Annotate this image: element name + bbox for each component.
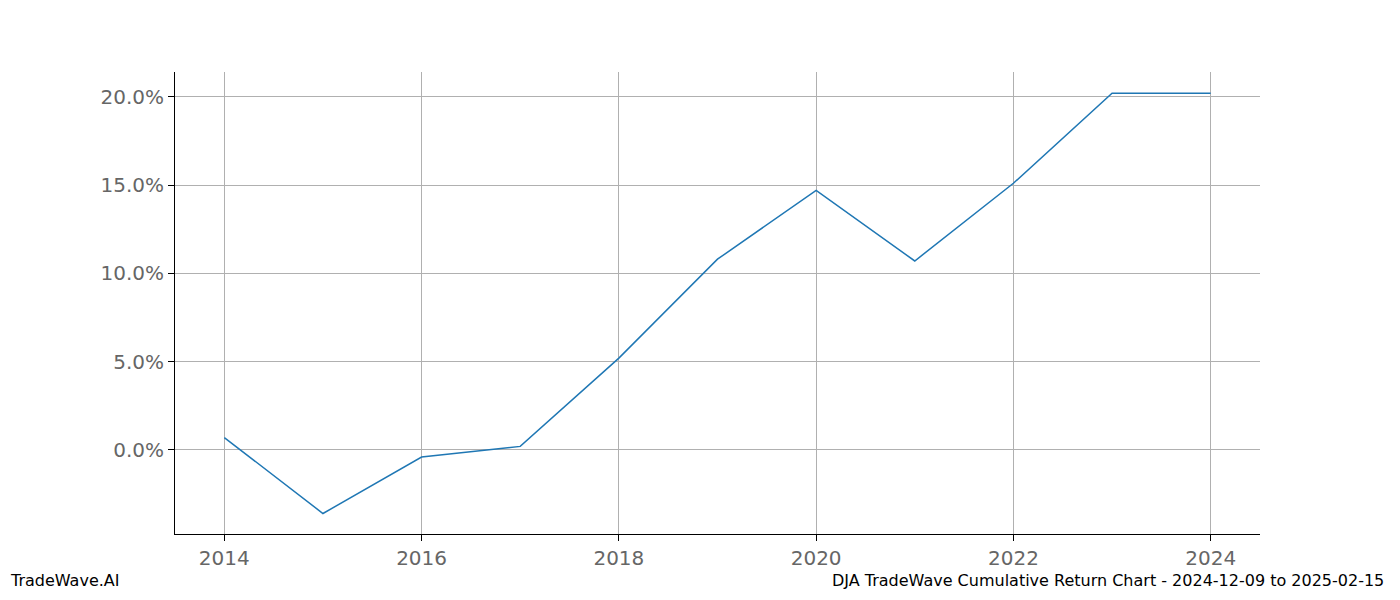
svg-text:2020: 2020 bbox=[791, 546, 842, 570]
svg-text:DJA TradeWave Cumulative Retur: DJA TradeWave Cumulative Return Chart - … bbox=[832, 571, 1384, 590]
svg-text:2014: 2014 bbox=[199, 546, 250, 570]
svg-text:10.0%: 10.0% bbox=[100, 261, 164, 285]
svg-text:20.0%: 20.0% bbox=[100, 85, 164, 109]
svg-text:2024: 2024 bbox=[1185, 546, 1236, 570]
svg-text:2022: 2022 bbox=[988, 546, 1039, 570]
svg-text:2016: 2016 bbox=[396, 546, 447, 570]
svg-text:5.0%: 5.0% bbox=[113, 350, 164, 374]
svg-text:15.0%: 15.0% bbox=[100, 173, 164, 197]
svg-text:TradeWave.AI: TradeWave.AI bbox=[10, 571, 119, 590]
svg-text:2018: 2018 bbox=[593, 546, 644, 570]
svg-text:0.0%: 0.0% bbox=[113, 438, 164, 462]
